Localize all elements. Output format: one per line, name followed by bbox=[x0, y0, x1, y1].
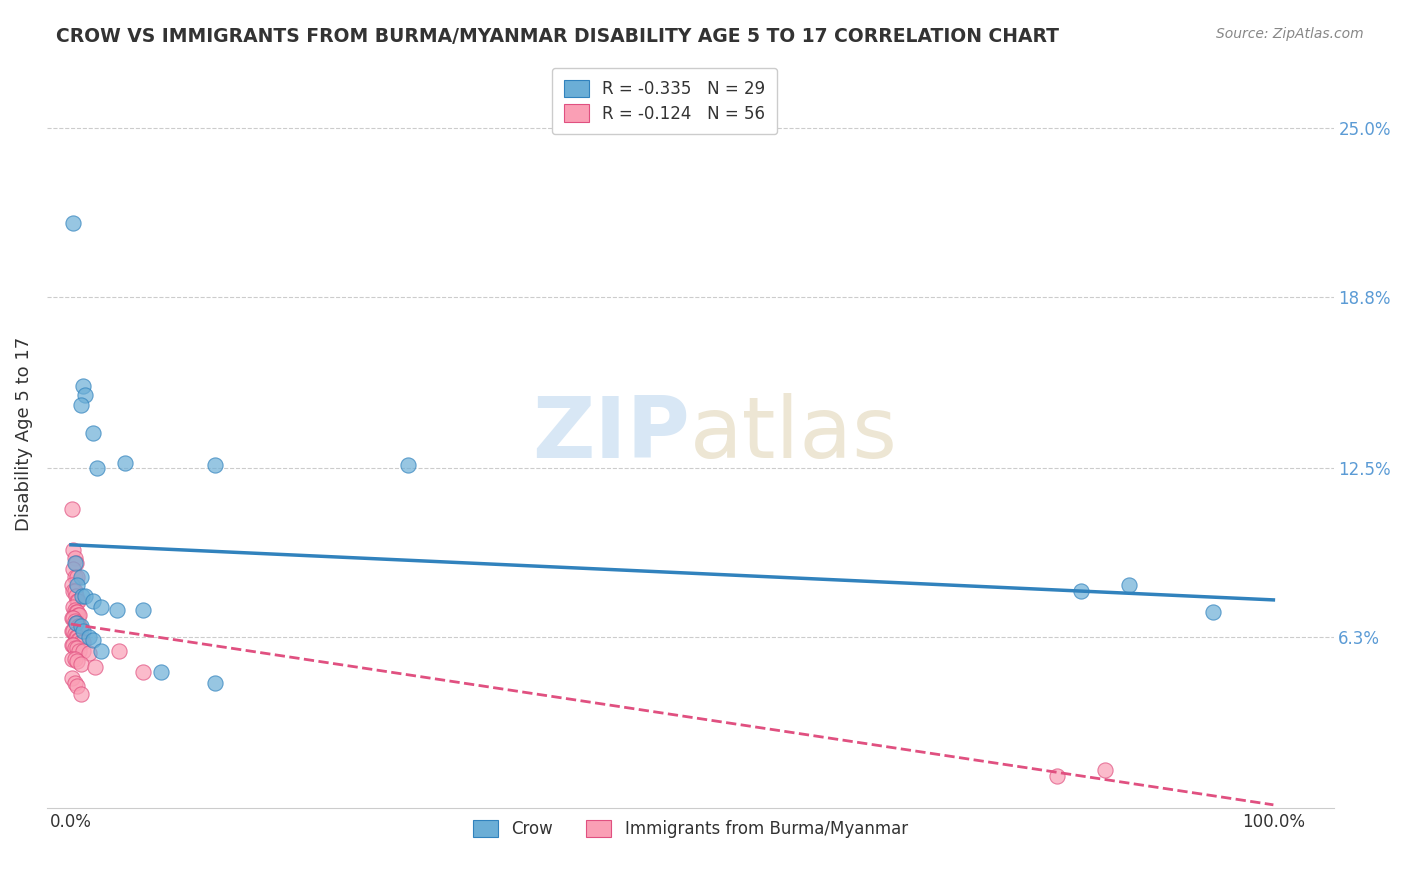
Point bbox=[67, 608, 90, 623]
Point bbox=[90, 643, 112, 657]
Point bbox=[69, 619, 91, 633]
Point bbox=[62, 216, 84, 230]
Point bbox=[69, 657, 91, 672]
Point bbox=[60, 611, 83, 625]
Point bbox=[60, 502, 83, 516]
Point bbox=[75, 387, 97, 401]
Point bbox=[82, 425, 104, 440]
Point bbox=[108, 643, 131, 657]
Point bbox=[72, 379, 94, 393]
Y-axis label: Disability Age 5 to 17: Disability Age 5 to 17 bbox=[15, 337, 32, 531]
Point bbox=[65, 616, 87, 631]
Point bbox=[67, 594, 90, 608]
Point bbox=[84, 660, 107, 674]
Point bbox=[70, 589, 93, 603]
Point bbox=[60, 651, 83, 665]
Point bbox=[105, 602, 128, 616]
Point bbox=[1094, 764, 1116, 778]
Legend: Crow, Immigrants from Burma/Myanmar: Crow, Immigrants from Burma/Myanmar bbox=[467, 814, 914, 845]
Text: ZIP: ZIP bbox=[533, 392, 690, 475]
Point bbox=[63, 583, 86, 598]
Point bbox=[66, 630, 89, 644]
Point bbox=[60, 624, 83, 639]
Point bbox=[69, 570, 91, 584]
Point bbox=[77, 646, 100, 660]
Point bbox=[62, 624, 84, 639]
Point bbox=[62, 638, 84, 652]
Point bbox=[65, 606, 87, 620]
Text: CROW VS IMMIGRANTS FROM BURMA/MYANMAR DISABILITY AGE 5 TO 17 CORRELATION CHART: CROW VS IMMIGRANTS FROM BURMA/MYANMAR DI… bbox=[56, 27, 1059, 45]
Point bbox=[77, 630, 100, 644]
Point bbox=[67, 608, 90, 623]
Point bbox=[63, 676, 86, 690]
Point bbox=[114, 456, 136, 470]
Point bbox=[62, 562, 84, 576]
Point bbox=[204, 458, 226, 473]
Point bbox=[1202, 606, 1225, 620]
Point bbox=[1118, 578, 1140, 592]
Point bbox=[69, 635, 91, 649]
Point bbox=[67, 619, 90, 633]
Point bbox=[60, 578, 83, 592]
Point bbox=[66, 594, 89, 608]
Point bbox=[60, 671, 83, 685]
Point bbox=[65, 616, 87, 631]
Point bbox=[62, 611, 84, 625]
Point bbox=[62, 542, 84, 557]
Text: atlas: atlas bbox=[690, 392, 898, 475]
Point bbox=[132, 665, 155, 680]
Point bbox=[72, 643, 94, 657]
Point bbox=[63, 557, 86, 571]
Point bbox=[69, 399, 91, 413]
Point bbox=[396, 458, 419, 473]
Point bbox=[75, 589, 97, 603]
Point bbox=[65, 630, 87, 644]
Point bbox=[65, 557, 87, 571]
Point bbox=[69, 687, 91, 701]
Point bbox=[132, 602, 155, 616]
Point bbox=[86, 461, 108, 475]
Point bbox=[72, 635, 94, 649]
Point bbox=[66, 640, 89, 655]
Point bbox=[66, 654, 89, 668]
Point bbox=[67, 632, 90, 647]
Point bbox=[63, 640, 86, 655]
Point bbox=[67, 619, 90, 633]
Point bbox=[66, 679, 89, 693]
Point bbox=[63, 627, 86, 641]
Point bbox=[60, 638, 83, 652]
Point bbox=[62, 599, 84, 614]
Point bbox=[67, 632, 90, 647]
Point bbox=[1046, 769, 1069, 783]
Point bbox=[82, 632, 104, 647]
Text: Source: ZipAtlas.com: Source: ZipAtlas.com bbox=[1216, 27, 1364, 41]
Point bbox=[63, 614, 86, 628]
Point bbox=[63, 550, 86, 565]
Point bbox=[90, 599, 112, 614]
Point bbox=[66, 578, 89, 592]
Point bbox=[72, 624, 94, 639]
Point bbox=[63, 651, 86, 665]
Point bbox=[66, 606, 89, 620]
Point bbox=[204, 676, 226, 690]
Point bbox=[1070, 583, 1092, 598]
Point bbox=[65, 589, 87, 603]
Point bbox=[69, 622, 91, 636]
Point bbox=[63, 570, 86, 584]
Point bbox=[62, 583, 84, 598]
Point bbox=[150, 665, 173, 680]
Point bbox=[66, 616, 89, 631]
Point bbox=[63, 602, 86, 616]
Point bbox=[67, 643, 90, 657]
Point bbox=[66, 570, 89, 584]
Point bbox=[82, 594, 104, 608]
